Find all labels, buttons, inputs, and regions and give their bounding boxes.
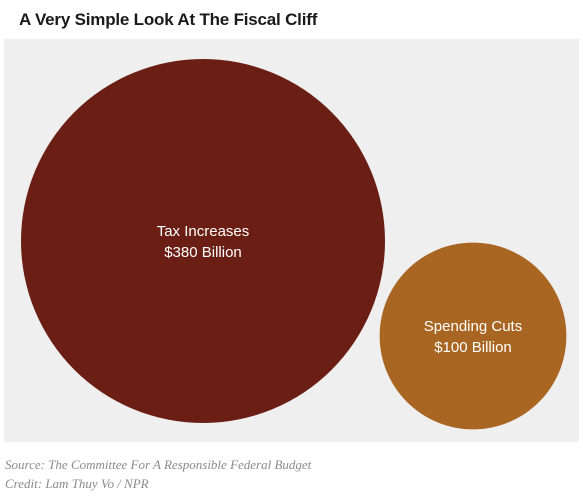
chart-panel: Tax Increases $380 Billion Spending Cuts… bbox=[4, 39, 579, 442]
bubble-tax-increases: Tax Increases $380 Billion bbox=[21, 59, 385, 423]
bubble-spending-cuts-value: $100 Billion bbox=[434, 339, 512, 356]
chart-credits: Source: The Committee For A Responsible … bbox=[5, 455, 311, 493]
bubble-spending-cuts-label: Spending Cuts bbox=[424, 318, 522, 335]
bubble-tax-increases-label: Tax Increases bbox=[157, 223, 250, 240]
bubble-spending-cuts-circle bbox=[379, 242, 567, 430]
bubble-tax-increases-value: $380 Billion bbox=[164, 244, 242, 261]
credit-note: Credit: Lam Thuy Vo / NPR bbox=[5, 476, 149, 491]
bubble-tax-increases-circle bbox=[21, 59, 385, 423]
bubble-spending-cuts: Spending Cuts $100 Billion bbox=[379, 242, 567, 430]
bubble-chart: Tax Increases $380 Billion Spending Cuts… bbox=[21, 59, 567, 430]
chart-title: A Very Simple Look At The Fiscal Cliff bbox=[19, 10, 318, 29]
source-note: Source: The Committee For A Responsible … bbox=[5, 457, 312, 472]
